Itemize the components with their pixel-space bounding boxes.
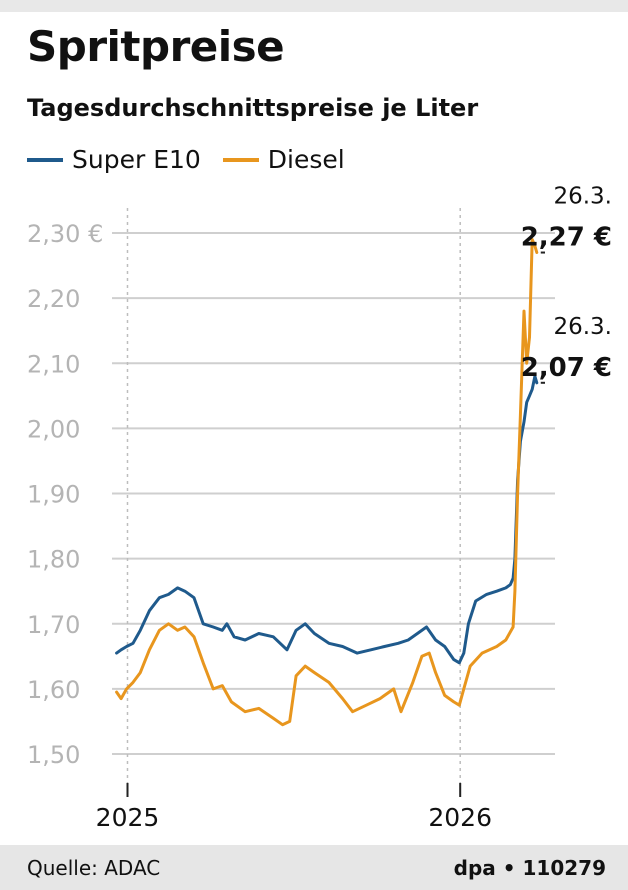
y-tick-label: 2,30 €	[27, 220, 103, 248]
annotation-date: 26.3.	[553, 314, 612, 340]
series-line-super-e10	[115, 374, 539, 665]
legend-label-super-e10: Super E10	[72, 145, 201, 174]
y-tick-label: 1,60	[27, 676, 80, 704]
y-tick-label: 1,80	[27, 546, 80, 574]
chart-title: Spritpreise	[27, 22, 285, 71]
y-tick-label: 2,00	[27, 415, 80, 443]
line-chart: 1,50 1,60 1,70 1,80 1,90 2,00 2,10 2,20 2,30 € 20…	[27, 184, 612, 832]
legend-swatch-diesel	[222, 157, 259, 162]
y-tick-label: 2,10	[27, 350, 80, 378]
footer: Quelle: ADAC dpa • 110279	[0, 845, 628, 890]
y-tick-label: 1,50	[27, 741, 80, 769]
y-tick-label: 2,20	[27, 285, 80, 313]
annotation-value: 2,07 €	[521, 353, 612, 383]
legend-item-super-e10: Super E10	[27, 145, 201, 174]
legend-label-diesel: Diesel	[267, 145, 345, 174]
credit-text: dpa • 110279	[453, 855, 606, 880]
y-tick-label: 1,90	[27, 481, 80, 509]
legend-item-diesel: Diesel	[222, 145, 345, 174]
source-text: Quelle: ADAC	[27, 855, 161, 880]
top-bar	[0, 0, 628, 12]
chart-subtitle: Tagesdurchschnittspreise je Liter	[27, 94, 479, 122]
legend-swatch-super-e10	[27, 157, 63, 162]
annotation-value: 2,27 €	[521, 223, 612, 253]
annotation-date: 26.3.	[553, 184, 612, 210]
y-tick-label: 1,70	[27, 611, 80, 639]
legend: Super E10 Diesel	[27, 145, 367, 174]
series-line-diesel	[115, 238, 539, 727]
x-tick-label: 2026	[428, 803, 492, 832]
x-tick-label: 2025	[96, 803, 160, 832]
